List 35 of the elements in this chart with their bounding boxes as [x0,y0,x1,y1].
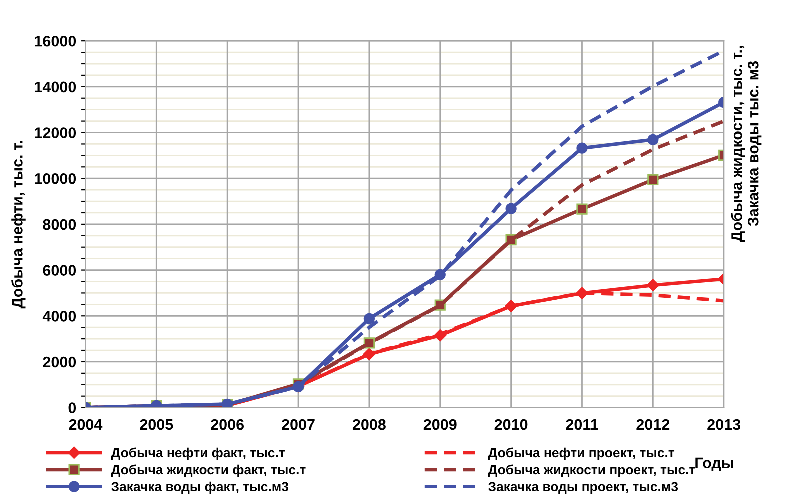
x-tick-label: 2013 [708,419,741,430]
y-tick-label: 4000 [42,311,76,322]
x-tick-label: 2009 [424,419,457,430]
y-tick-label: 8000 [43,219,76,230]
y-tick-label: 2000 [43,356,76,368]
legend-label: Добыча жидкости факт, тыс.т [111,464,306,478]
y-tick-label: 16000 [35,36,76,47]
x-tick-label: 2012 [636,419,670,430]
legend-label: Добыча нефти проект, тыс.т [488,448,675,460]
y-tick-label: 12000 [35,128,76,138]
point [576,204,588,215]
point [576,142,588,154]
x-tick-label: 2006 [211,419,244,430]
x-tick-label: 2004 [69,419,103,430]
point [647,279,660,292]
y-axis-title: Добыча нефти, тыс. т. [11,141,26,309]
x-tick-label: 2005 [140,419,174,430]
point [364,313,375,324]
x-tick-label: 2010 [494,419,528,430]
y-tick-label: 6000 [43,265,76,276]
y-tick-label: 10000 [35,173,76,184]
legend-label: Закачка воды факт, тыс.м3 [112,482,288,494]
legend-label: Добыча нефти факт, тыс.т [111,448,285,460]
point [648,174,659,186]
y2-axis-title: Добыча жидкости, тыс. т., Закачка воды тыс. м3 [730,46,762,242]
y-tick-label: 14000 [35,82,76,93]
x-tick-label: 2007 [282,419,315,430]
point [648,134,659,146]
legend-label: Добыча жидкости проект, тыс.т [488,464,696,478]
y-tick-label: 0 [68,402,76,414]
point [506,203,517,214]
x-tick-label: 2011 [566,419,598,430]
x-tick-label: 2008 [352,419,386,430]
x-axis-title: Годы [696,458,734,472]
legend-label: Закачка воды проект, тыс.м3 [488,482,678,494]
